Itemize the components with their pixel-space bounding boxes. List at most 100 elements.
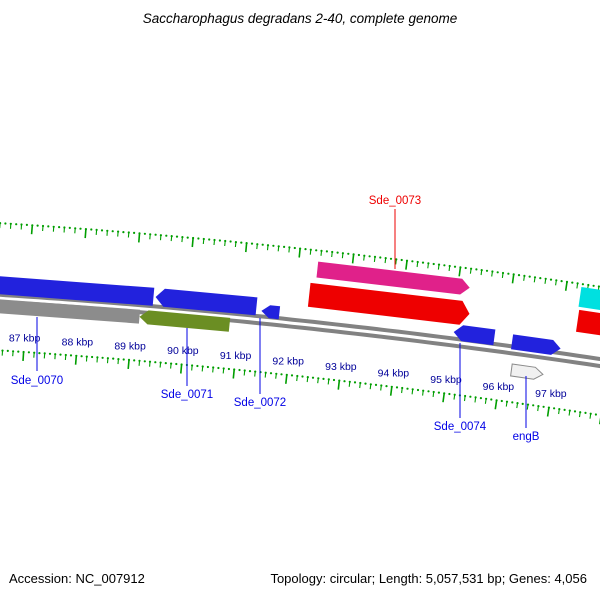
ruler-dot-inner	[6, 349, 9, 352]
accession-text: Accession: NC_007912	[9, 571, 145, 586]
ruler-dot-inner	[479, 397, 482, 400]
ruler-tick-inner	[201, 366, 204, 372]
ruler-tick-inner	[327, 379, 330, 385]
ruler-dot-outer	[357, 253, 360, 257]
ruler-tick-outer	[320, 250, 323, 256]
ruler-dot-inner	[154, 361, 157, 364]
ruler-tick-inner	[243, 370, 246, 376]
ruler-tick-inner	[285, 374, 288, 384]
ruler-tick-inner	[359, 382, 361, 389]
ruler-dot-inner	[406, 387, 409, 390]
ruler-tick-outer	[84, 229, 87, 239]
ruler-tick-outer	[576, 283, 579, 289]
ruler-tick-outer	[224, 240, 226, 247]
ruler-dot-outer	[111, 230, 114, 233]
ruler-tick-inner	[494, 400, 498, 410]
ruler-dot-inner	[395, 386, 399, 389]
ruler-dot-outer	[592, 284, 595, 287]
genome-stats-text: Topology: circular; Length: 5,057,531 bp…	[270, 571, 587, 586]
ruler-dot-inner	[91, 355, 94, 359]
ruler-dot-inner	[532, 404, 535, 407]
gene-label-sde_0070: Sde_0070	[11, 375, 63, 387]
ruler-tick-inner	[558, 409, 560, 415]
gene-label-engB: engB	[513, 431, 540, 443]
ruler-tick-inner	[453, 394, 456, 400]
ruler-tick-inner	[484, 398, 487, 404]
ruler-tick-outer	[373, 256, 376, 262]
ruler-tick-inner	[380, 385, 382, 391]
ruler-tick-outer	[491, 271, 493, 277]
ruler-tick-outer	[469, 268, 472, 274]
ruler-dot-inner	[133, 359, 136, 362]
ruler-dot-outer	[432, 262, 435, 266]
ruler-tick-label: 90 kbp	[167, 345, 199, 357]
ruler-tick-outer	[234, 242, 237, 248]
ruler-tick-inner	[275, 373, 277, 379]
page-title: Saccharophagus degradans 2-40, complete …	[142, 11, 458, 26]
ruler-dot-outer	[571, 281, 574, 284]
ruler-dot-inner	[437, 391, 440, 394]
ruler-dot-inner	[27, 351, 30, 354]
ruler-dot-outer	[528, 275, 531, 278]
ruler-tick-outer	[511, 274, 515, 284]
ruler-dot-outer	[315, 249, 318, 252]
ruler-dot-outer	[36, 224, 39, 227]
ruler-tick-outer	[555, 280, 557, 286]
ruler-tick-inner	[22, 351, 25, 361]
ruler-tick-inner	[401, 387, 403, 394]
ruler-tick-outer	[191, 237, 194, 248]
ruler-tick-outer	[427, 263, 429, 269]
ruler-dot-outer	[218, 239, 221, 242]
ruler-tick-outer	[277, 246, 280, 252]
ruler-tick-inner	[222, 368, 225, 374]
ruler-dot-outer	[560, 280, 563, 283]
ruler-tick-outer	[256, 244, 258, 250]
ruler-dot-outer	[475, 268, 478, 271]
gene-label-sde_0074: Sde_0074	[434, 421, 487, 433]
ruler-dot-outer	[325, 250, 328, 253]
ruler-tick-inner	[232, 369, 235, 379]
ruler-tick-outer	[523, 275, 525, 281]
ruler-dot-inner	[427, 390, 430, 393]
ruler-dot-inner	[563, 408, 566, 411]
ruler-dot-inner	[374, 383, 378, 386]
ruler-tick-inner	[74, 355, 78, 365]
ruler-tick-inner	[337, 380, 341, 390]
ruler-tick-outer	[331, 251, 333, 258]
ruler-tick-inner	[306, 377, 309, 383]
ruler-dot-inner	[206, 365, 209, 369]
ruler-tick-outer	[501, 272, 504, 278]
ruler-dot-outer	[68, 226, 71, 229]
gene-arrow-engB	[511, 334, 561, 355]
ruler-dot-outer	[379, 256, 382, 259]
category-arrow-engB_category	[510, 363, 544, 380]
ruler-tick-inner	[389, 386, 393, 396]
ruler-dot-inner	[248, 370, 252, 373]
ruler-tick-inner	[212, 367, 214, 373]
backbone-center-line	[0, 296, 600, 365]
ruler-dot-outer	[368, 255, 371, 258]
ruler-dot-outer	[79, 227, 82, 230]
ruler-dot-outer	[507, 272, 510, 275]
ruler-dot-outer	[15, 223, 18, 226]
ruler-tick-outer	[533, 277, 536, 283]
ruler-dot-outer	[485, 269, 489, 272]
ruler-tick-inner	[296, 375, 298, 382]
ruler-tick-outer	[458, 267, 462, 277]
ruler-dot-inner	[332, 378, 336, 382]
category-arrow-sde_0073_category	[316, 261, 470, 295]
ruler-dot-inner	[469, 395, 472, 398]
ruler-tick-label: 96 kbp	[483, 381, 515, 393]
ruler-dot-inner	[521, 402, 524, 405]
ruler-dot-inner	[164, 362, 167, 365]
ruler-dot-outer	[165, 234, 168, 237]
ruler-tick-inner	[442, 393, 445, 403]
ruler-dot-inner	[416, 388, 420, 392]
ruler-tick-inner	[422, 390, 424, 396]
ruler-dot-outer	[250, 242, 254, 245]
ruler-tick-inner	[317, 378, 319, 384]
ruler-dot-outer	[283, 245, 286, 248]
ruler-tick-inner	[170, 363, 172, 369]
ruler-dot-outer	[100, 229, 104, 232]
ruler-dot-inner	[59, 353, 62, 356]
